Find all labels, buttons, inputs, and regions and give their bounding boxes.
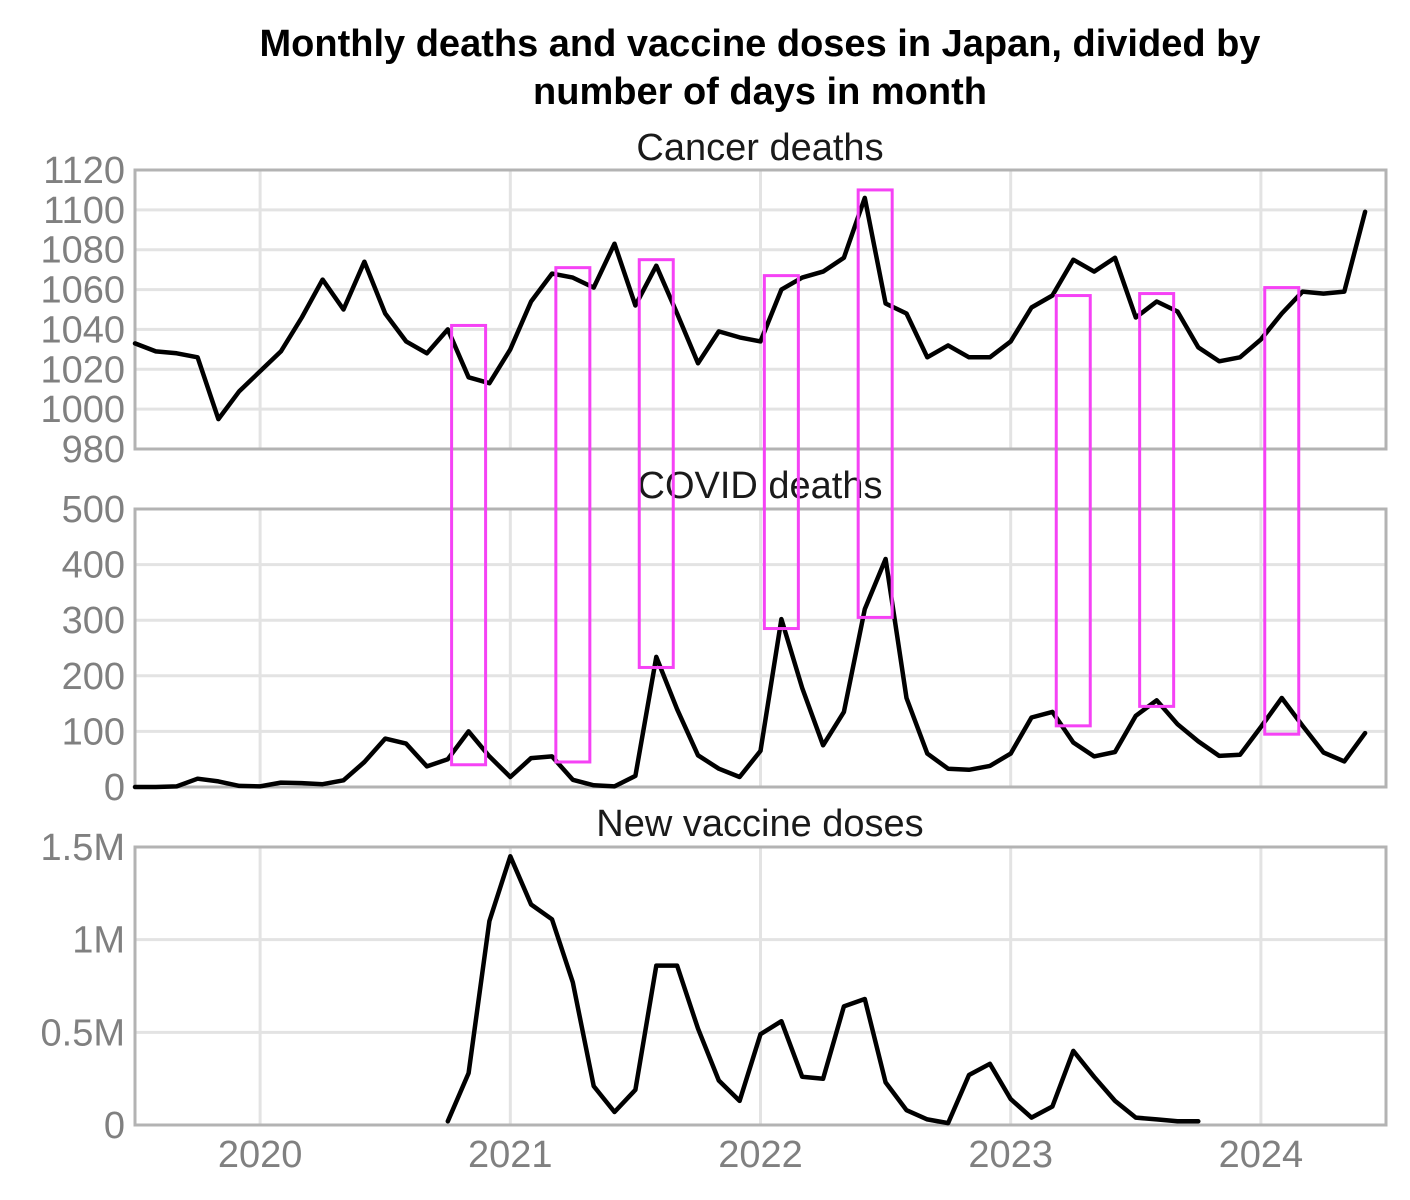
y-tick-label: 980 <box>62 429 125 471</box>
highlight-box <box>1138 292 1176 708</box>
y-tick-label: 500 <box>62 489 125 531</box>
series-line <box>132 556 1368 790</box>
panel-2: 0 100 200 300 400 500 COVID deaths <box>62 465 1388 809</box>
highlight-box <box>762 274 800 631</box>
y-tick-label: 200 <box>62 656 125 698</box>
highlight-box <box>1054 294 1092 728</box>
y-tick-label: 1100 <box>43 190 125 232</box>
x-tick-label: 2024 <box>1219 1134 1304 1176</box>
chart-title-line-1: Monthly deaths and vaccine doses in Japa… <box>260 23 1261 65</box>
y-tick-label: 0 <box>104 767 125 809</box>
highlight-boxes <box>450 188 1301 767</box>
panel-3: 0 0.5M 1M 1.5M New vaccine doses <box>41 803 1388 1147</box>
y-tick-label: 100 <box>62 711 125 753</box>
highlight-box <box>637 258 675 669</box>
chart-title-line-2: number of days in month <box>533 71 987 113</box>
panel-frame <box>133 845 1388 1127</box>
panel-title: Cancer deaths <box>636 127 883 169</box>
panel-title: COVID deaths <box>638 465 883 507</box>
y-tick-label: 1020 <box>40 349 125 391</box>
series-line <box>445 854 1201 1126</box>
y-tick-label: 0.5M <box>41 1012 125 1054</box>
panel-frame <box>133 507 1388 789</box>
highlight-box <box>554 266 592 764</box>
y-tick-label: 1120 <box>43 150 125 192</box>
series-line <box>132 195 1368 422</box>
y-tick-label: 0 <box>104 1105 125 1147</box>
y-tick-label: 1060 <box>40 270 125 312</box>
highlight-box <box>856 188 894 619</box>
y-tick-label: 400 <box>62 545 125 587</box>
y-tick-label: 1040 <box>40 309 125 351</box>
x-axis: 2020 2021 2022 2023 2024 <box>218 1134 1303 1176</box>
x-tick-label: 2022 <box>718 1134 803 1176</box>
panel-frame <box>133 168 1388 451</box>
x-tick-label: 2023 <box>968 1134 1053 1176</box>
y-tick-label: 300 <box>62 600 125 642</box>
panel-title: New vaccine doses <box>596 803 923 845</box>
y-tick-label: 1.5M <box>41 827 125 869</box>
highlight-box <box>1263 286 1301 736</box>
x-tick-label: 2021 <box>468 1134 553 1176</box>
y-tick-label: 1M <box>72 920 125 962</box>
x-tick-label: 2020 <box>218 1134 303 1176</box>
highlight-box <box>450 323 488 767</box>
y-tick-label: 1000 <box>40 389 125 431</box>
y-tick-label: 1080 <box>40 230 125 272</box>
